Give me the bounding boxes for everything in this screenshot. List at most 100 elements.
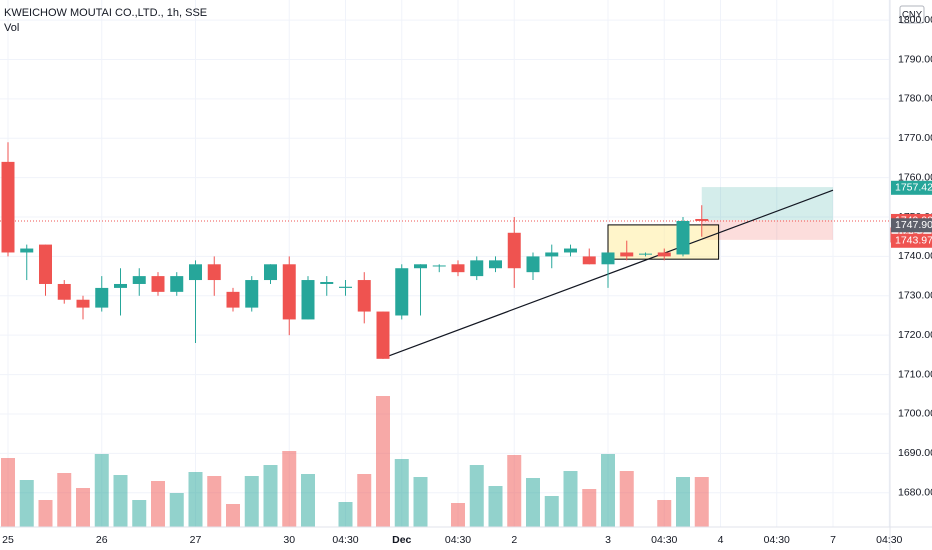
- currency-badge[interactable]: [899, 5, 925, 24]
- candle-body: [639, 253, 652, 255]
- volume-bar: [357, 474, 372, 527]
- candle-body: [376, 311, 390, 359]
- candle-body: [564, 248, 577, 253]
- x-tick-label: 3: [605, 534, 611, 546]
- volume-bar: [188, 472, 203, 527]
- candle-body: [76, 299, 90, 308]
- y-tick-label: 1680.00: [898, 487, 932, 499]
- candle-body: [114, 283, 127, 288]
- candle-body: [357, 280, 371, 312]
- volume-bar: [94, 454, 109, 527]
- subtitle: Vol: [4, 22, 19, 34]
- y-tick-label: 1790.00: [898, 53, 932, 65]
- volume-bar: [694, 477, 709, 527]
- candle-body: [695, 218, 709, 221]
- volume-bar: [263, 465, 278, 527]
- volume-bar: [544, 496, 559, 527]
- candle-body: [507, 232, 521, 269]
- x-tick-label: 7: [830, 534, 836, 546]
- volume-bar: [601, 454, 615, 527]
- volume-bar: [151, 481, 165, 527]
- volume-bar: [657, 500, 672, 527]
- price-label-bg: [891, 180, 932, 195]
- candle-body: [1, 161, 15, 253]
- candle-body: [264, 264, 277, 281]
- x-tick-label: 27: [190, 534, 202, 546]
- volume-bar: [451, 503, 465, 527]
- candle-body: [20, 248, 34, 253]
- volume-bar: [282, 451, 297, 527]
- volume-bar: [413, 477, 428, 527]
- volume-bar: [132, 500, 147, 527]
- x-tick-label: Dec: [392, 534, 411, 546]
- candle-body: [470, 260, 484, 277]
- volume-bar: [1, 458, 15, 527]
- candle-body: [207, 264, 221, 281]
- candle-body: [657, 252, 671, 257]
- candle-body: [620, 252, 634, 257]
- price-label: 1743.97: [895, 235, 932, 247]
- y-tick-label: 1800.00: [898, 14, 932, 26]
- volume-bar: [507, 455, 522, 527]
- candle-body: [395, 268, 409, 316]
- price-label-bg: [891, 233, 932, 248]
- chart-title: KWEICHOW MOUTAI CO.,LTD., 1h, SSE: [4, 7, 207, 19]
- candle-body: [95, 287, 109, 308]
- candle-body: [526, 256, 540, 273]
- volume-bar: [76, 488, 90, 527]
- candle-body: [245, 280, 259, 308]
- candle-body: [451, 264, 465, 273]
- candle-body: [489, 260, 502, 269]
- volume-bar: [526, 478, 540, 527]
- y-tick-label: 1710.00: [898, 368, 932, 380]
- volume-bar: [563, 471, 578, 527]
- candle-body: [582, 256, 596, 265]
- volume-bar: [19, 480, 34, 527]
- volume-bar: [582, 489, 597, 527]
- candle-body: [601, 252, 615, 265]
- volume-bar: [376, 396, 390, 527]
- volume-bar: [394, 459, 409, 527]
- volume-bar: [38, 500, 53, 527]
- x-tick-label: 4: [718, 534, 724, 546]
- candle-body: [320, 282, 334, 284]
- currency[interactable]: CNY: [902, 10, 923, 21]
- volume-bar: [676, 477, 690, 527]
- volume-bar: [244, 476, 259, 527]
- candle-body: [170, 276, 184, 292]
- x-tick-label: 30: [283, 534, 295, 546]
- candle-body: [39, 244, 52, 284]
- price-label: 1747.90: [895, 219, 932, 231]
- candle-body: [301, 280, 315, 320]
- volume-bar: [301, 474, 315, 527]
- y-tick-label: 1780.00: [898, 93, 932, 105]
- candle-body: [226, 291, 240, 308]
- candle-body: [432, 265, 446, 267]
- volume-bar: [226, 504, 240, 527]
- candle-body: [414, 264, 427, 269]
- x-tick-label: 2: [511, 534, 517, 546]
- x-tick-label: 04:30: [332, 534, 358, 546]
- x-tick-label: 04:30: [764, 534, 790, 546]
- volume-bar: [57, 473, 72, 527]
- price-label: 1757.42: [895, 182, 932, 194]
- volume-bar: [488, 486, 503, 527]
- volume-bar: [469, 465, 484, 527]
- volume-bar: [207, 476, 222, 527]
- candle-body: [676, 220, 690, 255]
- x-tick-label: 04:30: [651, 534, 677, 546]
- candle-body: [339, 286, 352, 288]
- candle-body: [282, 264, 296, 320]
- volume-bar: [619, 471, 634, 527]
- y-tick-label: 1730.00: [898, 290, 932, 302]
- position-stop: [701, 220, 833, 240]
- y-tick-label: 1700.00: [898, 408, 932, 420]
- price-label-bg: [891, 218, 932, 233]
- x-tick-label: 04:30: [445, 534, 471, 546]
- y-tick-label: 1690.00: [898, 447, 932, 459]
- x-tick-label: 25: [2, 534, 14, 546]
- y-tick-label: 1740.00: [898, 250, 932, 262]
- y-tick-label: 1760.00: [898, 171, 932, 183]
- x-tick-label: 04:30: [876, 534, 902, 546]
